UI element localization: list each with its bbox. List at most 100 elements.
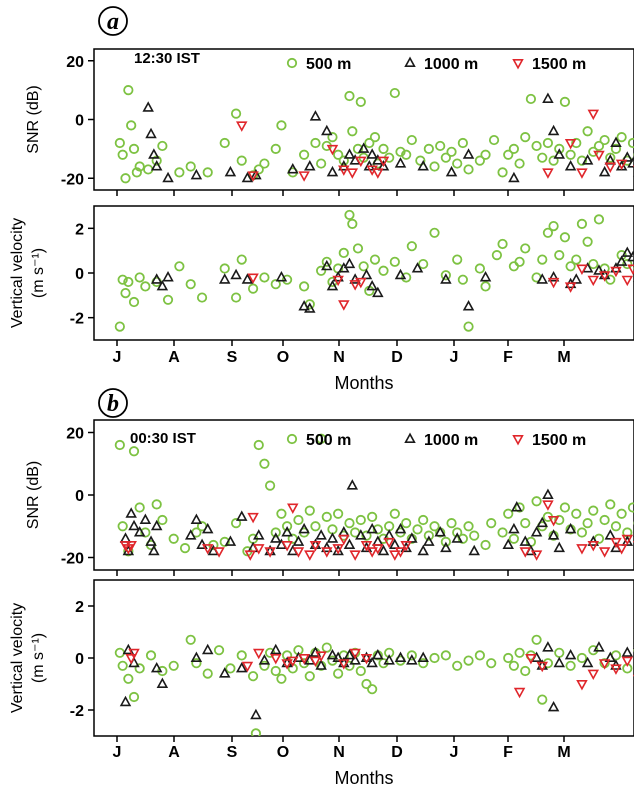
point-triangle-down: [349, 648, 361, 660]
point-circle: [488, 134, 500, 146]
point-triangle-down: [128, 648, 140, 660]
point-circle: [114, 137, 125, 149]
point-circle: [508, 660, 520, 671]
point-circle: [537, 254, 548, 265]
point-triangle-up: [451, 532, 463, 543]
point-triangle-up: [315, 659, 327, 670]
point-circle: [480, 281, 491, 292]
point-triangle-up: [389, 538, 401, 550]
point-triangle-up: [190, 513, 203, 525]
point-circle: [457, 137, 468, 149]
point-circle: [588, 258, 599, 270]
panel-b-velocity: 2 0 -2 Vertical velocity (m s⁻¹): [9, 579, 634, 742]
time-annotation: 12:30 IST: [134, 50, 200, 67]
point-triangle-down: [213, 547, 225, 558]
point-triangle-up: [321, 124, 333, 136]
point-circle: [599, 514, 610, 526]
point-circle: [168, 660, 179, 671]
point-triangle-down: [247, 512, 259, 524]
point-triangle-down: [587, 109, 600, 121]
point-circle: [247, 671, 259, 682]
point-circle: [474, 263, 485, 274]
point-circle: [185, 279, 196, 290]
point-triangle-down: [587, 275, 600, 287]
point-triangle-down: [326, 144, 339, 156]
panel-b-legend: 500 m 1000 m 1500 m: [286, 432, 586, 449]
point-triangle-down: [349, 280, 361, 291]
point-triangle-down: [125, 540, 137, 552]
point-triangle-up: [423, 535, 435, 546]
point-triangle-up: [604, 651, 617, 663]
point-circle: [508, 261, 520, 272]
point-triangle-up: [598, 165, 611, 177]
point-circle: [123, 85, 134, 96]
point-circle: [474, 650, 485, 661]
point-circle: [131, 167, 142, 178]
point-triangle-up: [360, 268, 373, 280]
point-triangle-down: [593, 150, 605, 162]
point-circle: [605, 152, 616, 163]
panel-a-legend: 500 m 1000 m 1500 m: [286, 56, 586, 73]
legend-label: 1000 m: [424, 432, 478, 449]
point-circle: [418, 658, 429, 669]
point-circle: [514, 502, 525, 513]
point-circle: [128, 296, 140, 308]
point-circle: [157, 514, 168, 526]
point-circle: [117, 149, 128, 160]
point-triangle-up: [343, 648, 356, 660]
point-circle: [361, 530, 372, 541]
point-circle: [582, 126, 593, 137]
point-circle: [401, 272, 412, 283]
point-circle: [174, 261, 185, 272]
point-triangle-down: [247, 273, 259, 284]
point-triangle-up: [332, 651, 344, 663]
point-triangle-up: [542, 641, 554, 652]
point-triangle-down: [598, 547, 611, 558]
month-label: S: [227, 349, 238, 366]
point-triangle-up: [252, 529, 265, 540]
point-circle: [259, 272, 270, 283]
point-circle: [378, 265, 389, 276]
point-triangle-down: [394, 547, 407, 558]
point-circle: [281, 274, 293, 285]
point-triangle-up: [275, 271, 288, 282]
point-triangle-down: [598, 659, 611, 670]
point-circle: [559, 232, 571, 243]
point-triangle-up: [357, 142, 370, 153]
point-circle: [571, 254, 582, 265]
point-triangle-up: [553, 656, 566, 668]
point-circle: [503, 652, 514, 664]
point-triangle-up: [417, 651, 429, 663]
month-label: O: [277, 349, 289, 366]
panel-letter-text: a: [107, 9, 119, 35]
point-triangle-down: [304, 550, 316, 561]
point-circle: [253, 439, 264, 451]
point-triangle-up: [128, 519, 140, 531]
point-circle: [114, 321, 125, 332]
point-triangle-up: [462, 148, 475, 159]
x-axis-label: Months: [334, 768, 393, 788]
point-circle: [128, 446, 140, 457]
month-label: A: [168, 349, 180, 366]
y-axis-label: Vertical velocity: [9, 218, 26, 328]
point-triangle-up: [190, 168, 203, 180]
point-triangle-down: [332, 275, 344, 287]
point-triangle-up: [564, 522, 577, 534]
point-circle: [140, 281, 151, 292]
y-axis-label: SNR (dB): [25, 85, 42, 153]
point-triangle-down: [298, 171, 310, 182]
point-triangle-up: [145, 127, 157, 139]
point-circle: [372, 524, 383, 535]
point-circle: [236, 650, 247, 661]
point-triangle-down: [235, 121, 248, 132]
point-circle: [565, 261, 576, 272]
point-triangle-down: [252, 648, 265, 660]
point-triangle-up: [298, 300, 310, 311]
point-triangle-up: [377, 544, 390, 556]
point-circle: [355, 514, 366, 526]
point-circle: [174, 167, 185, 178]
point-circle: [367, 511, 378, 522]
point-triangle-down: [587, 540, 600, 552]
point-triangle-down: [125, 653, 137, 665]
point-circle: [554, 250, 565, 261]
